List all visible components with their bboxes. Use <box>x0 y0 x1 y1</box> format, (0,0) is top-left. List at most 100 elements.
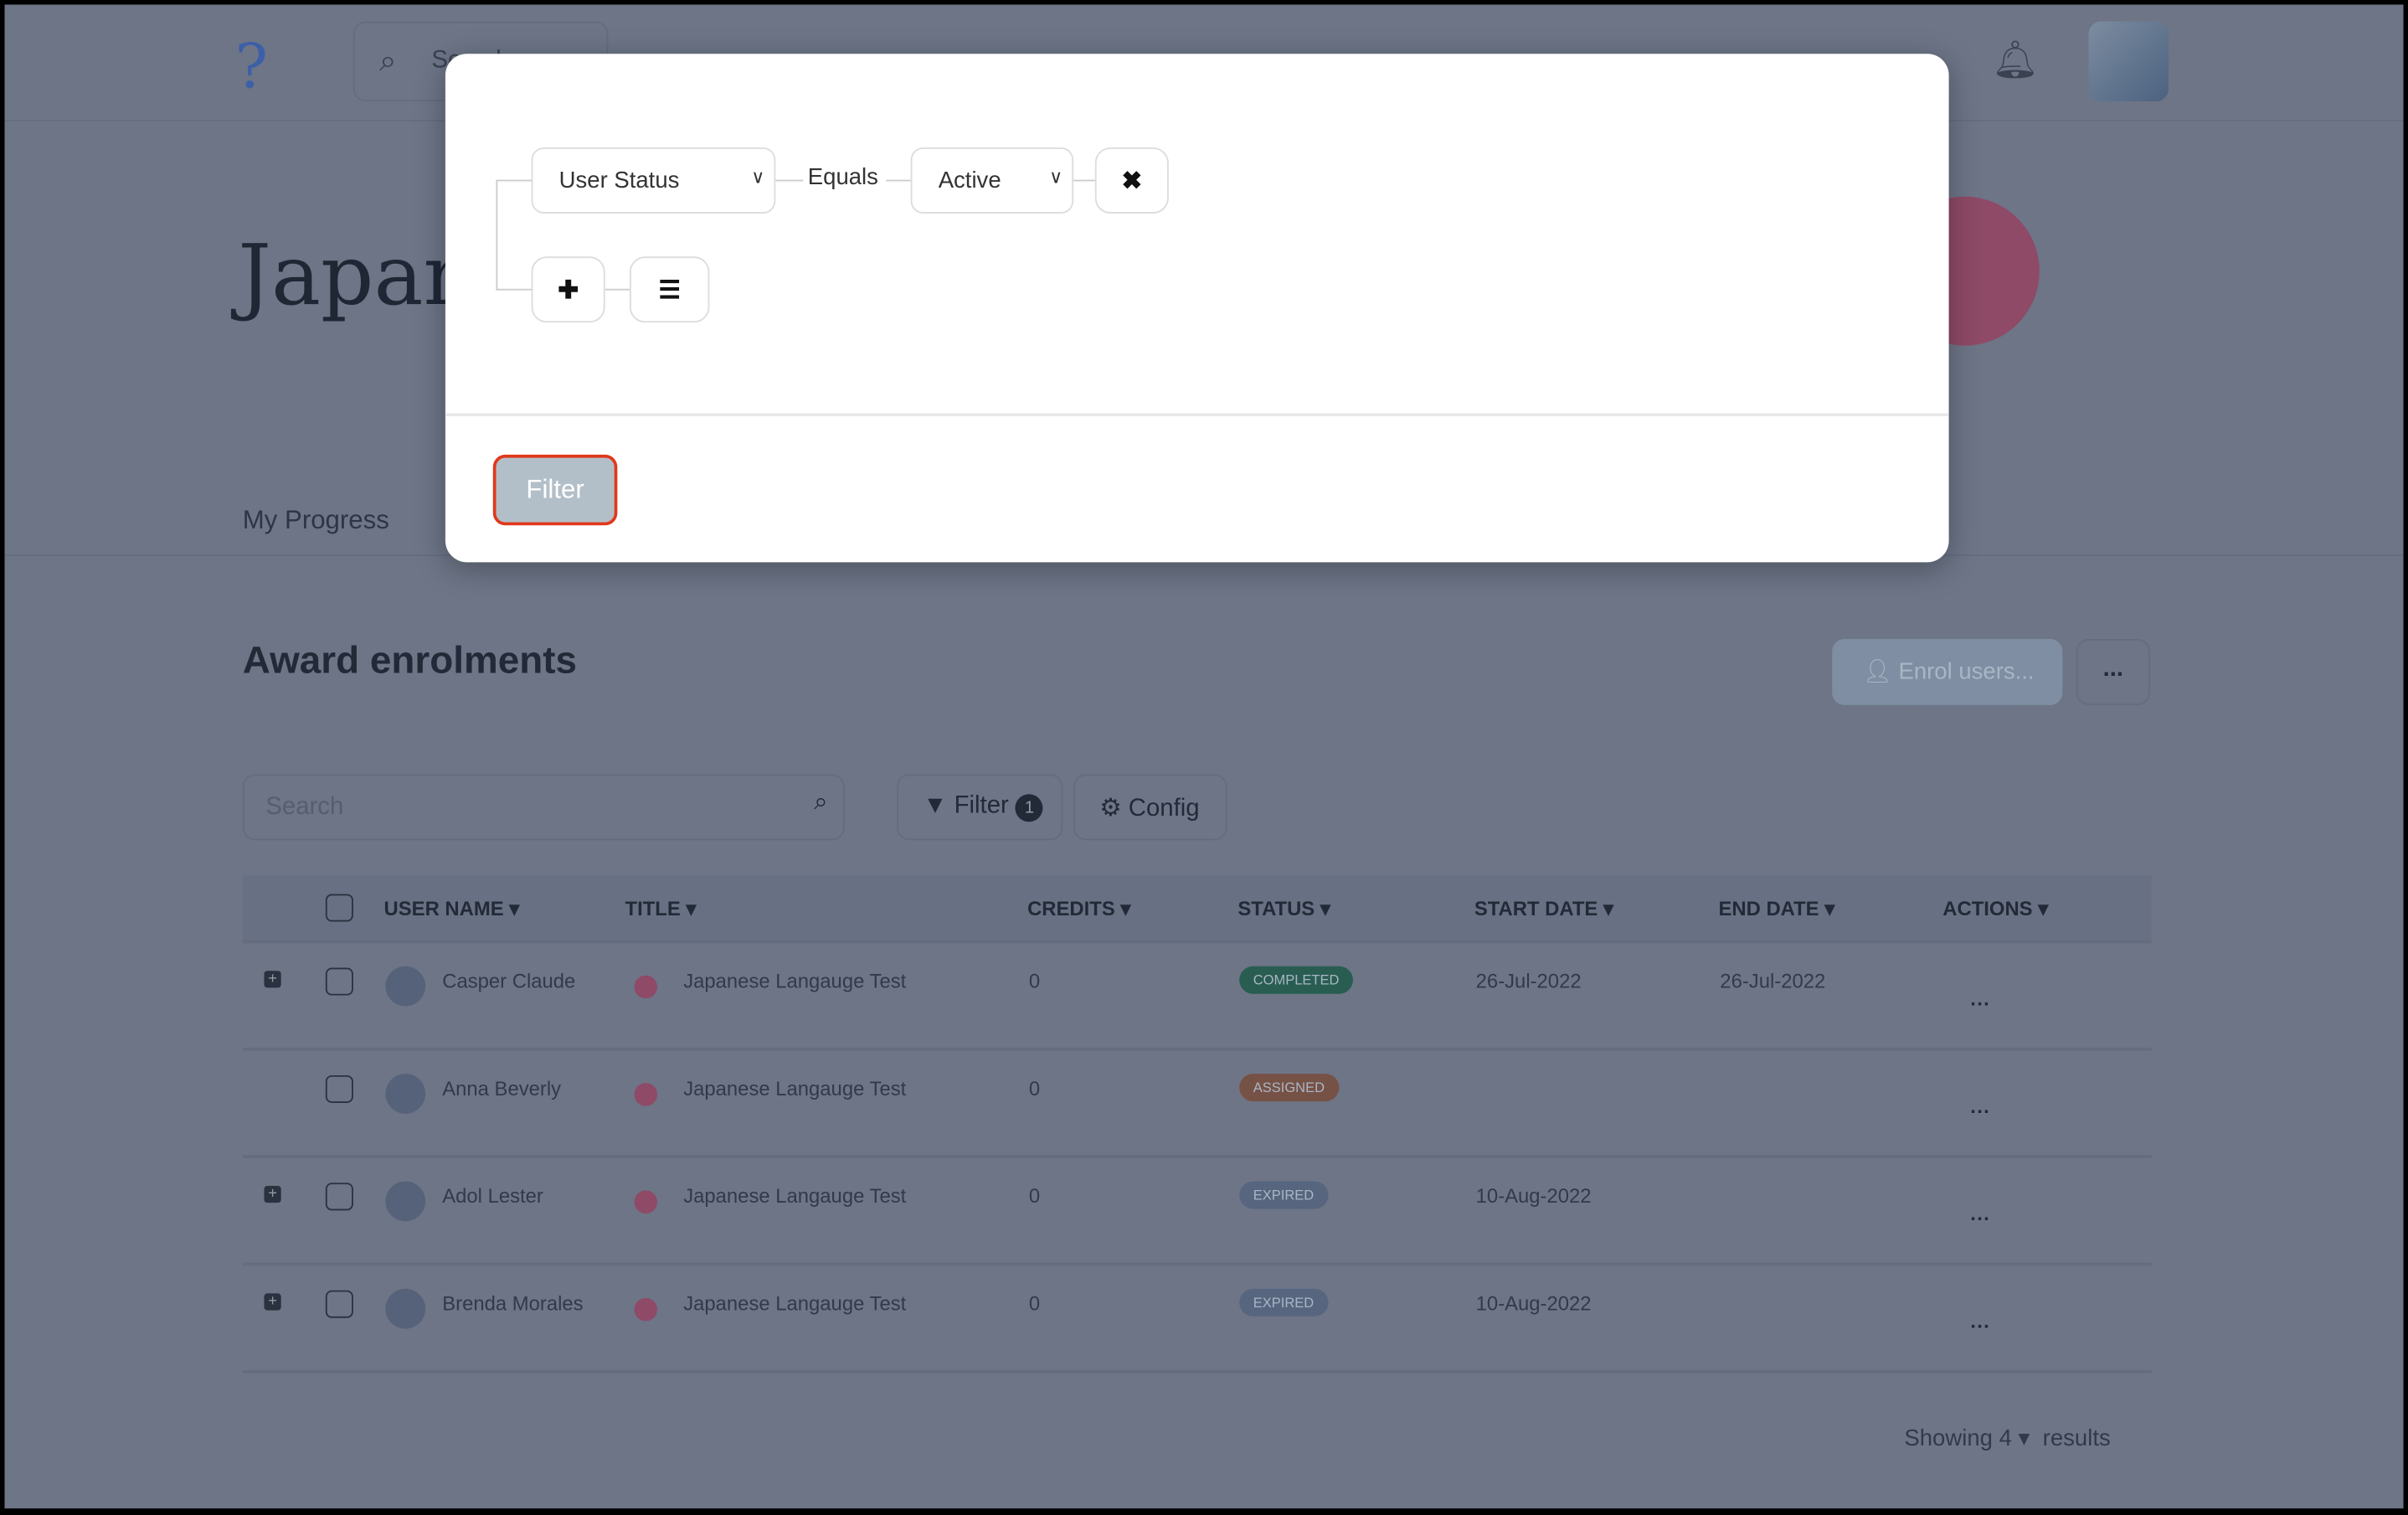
filter-count-badge: 1 <box>1015 794 1043 822</box>
start-date: 10-Aug-2022 <box>1475 1291 1592 1316</box>
chevron-down-icon: ∨ <box>751 166 765 188</box>
table-search-input[interactable]: Search ⌕ <box>242 774 845 841</box>
credits: 0 <box>1028 1184 1041 1208</box>
col-user-name[interactable]: USER NAME ▾ <box>383 897 520 920</box>
course-dot <box>634 1083 658 1106</box>
expand-row-icon[interactable]: + <box>264 1293 281 1311</box>
course-title[interactable]: Japanese Langauge Test <box>683 1184 907 1208</box>
avatar <box>385 1181 426 1222</box>
status-badge: EXPIRED <box>1239 1181 1328 1209</box>
search-placeholder: Search <box>265 794 344 821</box>
col-status[interactable]: STATUS ▾ <box>1237 897 1330 920</box>
filter-modal: User Status ∨ Equals Active ∨ ✖ ✚ ☰ Filter <box>445 54 1949 563</box>
connector <box>775 179 804 182</box>
start-date: 26-Jul-2022 <box>1475 969 1582 992</box>
col-title[interactable]: TITLE ▾ <box>625 897 697 920</box>
list-icon: ☰ <box>658 277 681 305</box>
expand-row-icon[interactable]: + <box>264 1186 281 1203</box>
plus-icon: ✚ <box>558 277 579 305</box>
lightbulb-logo-icon[interactable]: ? <box>234 32 268 103</box>
user-name[interactable]: Casper Claude <box>442 969 576 992</box>
col-end-date[interactable]: END DATE ▾ <box>1718 897 1835 920</box>
config-label: Config <box>1128 796 1200 822</box>
value-select[interactable]: Active ∨ <box>910 147 1074 214</box>
user-name[interactable]: Brenda Morales <box>442 1291 584 1316</box>
table-row: + Brenda Morales Japanese Langauge Test 0 EX… <box>242 1265 2152 1373</box>
status-badge: COMPLETED <box>1239 966 1353 994</box>
row-actions-button[interactable]: ··· <box>1970 1315 1991 1338</box>
add-group-button[interactable]: ☰ <box>630 256 710 323</box>
table-row: + Casper Claude Japanese Langauge Test 0 COM… <box>242 943 2152 1051</box>
col-credits[interactable]: CREDITS ▾ <box>1027 897 1131 920</box>
table-row: Anna Beverly Japanese Langauge Test 0 ASSIG… <box>242 1051 2152 1158</box>
row-actions-button[interactable]: ··· <box>1970 1100 1991 1123</box>
tree-line <box>496 179 498 291</box>
course-dot <box>634 1190 658 1214</box>
credits: 0 <box>1028 1076 1041 1100</box>
user-avatar[interactable] <box>2088 21 2169 102</box>
credits: 0 <box>1028 969 1041 992</box>
connector <box>886 179 911 182</box>
table-header: USER NAME ▾ TITLE ▾ CREDITS ▾ STATUS ▾ S… <box>242 875 2152 944</box>
connector <box>1073 179 1097 182</box>
select-all-checkbox[interactable] <box>325 894 353 922</box>
config-button[interactable]: ⚙ Config <box>1073 774 1227 841</box>
enrol-users-button[interactable]: 👤︎ Enrol users... <box>1832 639 2063 705</box>
col-actions[interactable]: ACTIONS ▾ <box>1942 897 2049 920</box>
showing-label: Showing <box>1904 1425 1993 1452</box>
start-date: 10-Aug-2022 <box>1475 1184 1592 1208</box>
page-size-select[interactable]: 4 <box>1999 1425 2012 1452</box>
remove-condition-button[interactable]: ✖ <box>1094 147 1169 214</box>
gear-icon: ⚙ <box>1099 796 1122 822</box>
course-title[interactable]: Japanese Langauge Test <box>683 969 907 992</box>
expand-row-icon[interactable]: + <box>264 971 281 988</box>
connector <box>605 288 630 291</box>
filter-label: Filter <box>954 792 1009 819</box>
chevron-down-icon: ∨ <box>1049 166 1063 188</box>
course-dot <box>634 1297 658 1322</box>
avatar <box>385 1288 426 1329</box>
enrol-label: Enrol users... <box>1898 658 2035 686</box>
field-select[interactable]: User Status ∨ <box>531 147 776 214</box>
avatar <box>385 966 426 1007</box>
page: ? ⌕ Search 🔔︎ Japanese Langauge Test My P… <box>4 4 2404 1509</box>
col-start-date[interactable]: START DATE ▾ <box>1474 897 1613 920</box>
more-options-button[interactable]: ... <box>2076 639 2150 705</box>
search-icon: ⌕ <box>814 789 828 816</box>
results-label: results <box>2042 1425 2111 1452</box>
course-dot <box>634 975 658 999</box>
status-badge: EXPIRED <box>1239 1288 1328 1317</box>
search-icon: ⌕ <box>379 44 397 79</box>
modal-divider <box>445 413 1949 417</box>
filter-button[interactable]: ▼ Filter 1 <box>897 774 1063 841</box>
row-checkbox[interactable] <box>325 1290 353 1318</box>
avatar <box>385 1074 426 1114</box>
pagination-footer: Showing 4 ▾ results <box>1904 1425 2111 1452</box>
bell-icon[interactable]: 🔔︎ <box>1991 39 2039 82</box>
row-actions-button[interactable]: ··· <box>1970 992 1991 1016</box>
user-name[interactable]: Adol Lester <box>442 1184 543 1208</box>
operator-label[interactable]: Equals <box>807 164 878 191</box>
credits: 0 <box>1028 1291 1041 1316</box>
apply-filter-button[interactable]: Filter <box>492 454 618 526</box>
tree-line <box>496 288 532 291</box>
course-title[interactable]: Japanese Langauge Test <box>683 1291 907 1316</box>
row-checkbox[interactable] <box>325 1183 353 1211</box>
row-checkbox[interactable] <box>325 967 353 996</box>
section-title: Award enrolments <box>242 639 578 683</box>
table-row: + Adol Lester Japanese Langauge Test 0 EXPIR… <box>242 1158 2152 1266</box>
tree-line <box>496 179 532 182</box>
tab-my-progress[interactable]: My Progress <box>242 505 389 535</box>
status-badge: ASSIGNED <box>1239 1074 1339 1102</box>
add-condition-button[interactable]: ✚ <box>531 256 605 323</box>
close-icon: ✖ <box>1121 168 1143 195</box>
course-title[interactable]: Japanese Langauge Test <box>683 1076 907 1100</box>
funnel-icon: ▼ <box>923 792 948 819</box>
user-name[interactable]: Anna Beverly <box>442 1076 562 1100</box>
value-text: Active <box>938 167 1001 194</box>
user-plus-icon: 👤︎ <box>1862 658 1899 686</box>
row-actions-button[interactable]: ··· <box>1970 1207 1991 1231</box>
row-checkbox[interactable] <box>325 1074 353 1103</box>
field-value: User Status <box>558 167 680 194</box>
